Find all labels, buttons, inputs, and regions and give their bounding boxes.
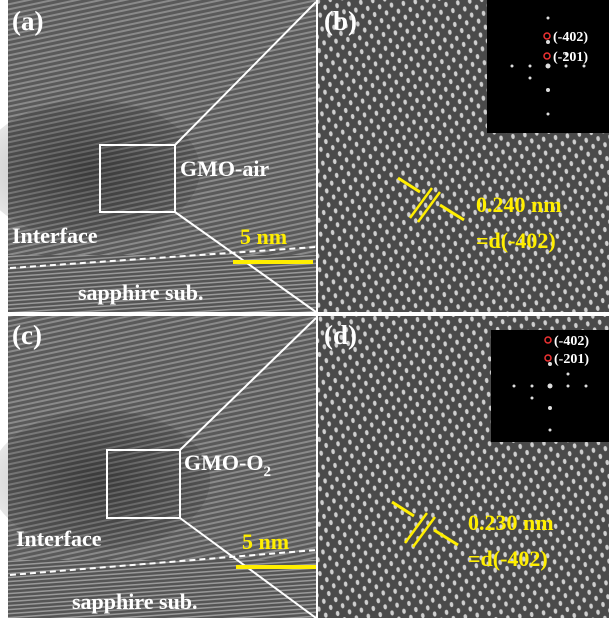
scale-bar-label: 5 nm (240, 224, 287, 249)
interface-label: Interface (16, 526, 102, 551)
substrate-label: sapphire sub. (78, 280, 204, 305)
panel-label: (d) (324, 320, 357, 350)
scale-bar-label: 5 nm (242, 529, 289, 554)
sample-label: GMO-air (180, 156, 269, 181)
plane-label: =d(-402) (476, 228, 556, 253)
substrate-label: sapphire sub. (72, 589, 198, 614)
fft-spot-label: (-201) (553, 50, 588, 65)
sample-name: GMO-O (184, 450, 263, 475)
spacing-label: 0.230 nm (468, 510, 554, 535)
panel-d: (-402) (-201) (d) 0.230 nm =d(-402) (318, 316, 609, 618)
panel-label: (c) (12, 320, 42, 350)
fft-spot-label: (-201) (554, 352, 589, 367)
figure: (a) GMO-air Interface 5 nm sapphire sub.… (0, 0, 609, 618)
fft-spot-label: (-402) (553, 30, 588, 45)
panel-a: (a) GMO-air Interface 5 nm sapphire sub. (0, 0, 316, 312)
fft-spot-label: (-402) (554, 334, 589, 349)
panel-b: (-402) (-201) (b) 0.240 nm =d(-402) (318, 0, 609, 312)
plane-label: =d(-402) (468, 546, 548, 571)
panel-c: (c) GMO-O2 Interface 5 nm sapphire sub. (0, 316, 316, 618)
interface-label: Interface (12, 223, 98, 248)
panel-label: (a) (12, 6, 43, 36)
panel-label: (b) (324, 6, 357, 36)
sample-subscript: 2 (263, 464, 271, 480)
spacing-label: 0.240 nm (476, 192, 562, 217)
